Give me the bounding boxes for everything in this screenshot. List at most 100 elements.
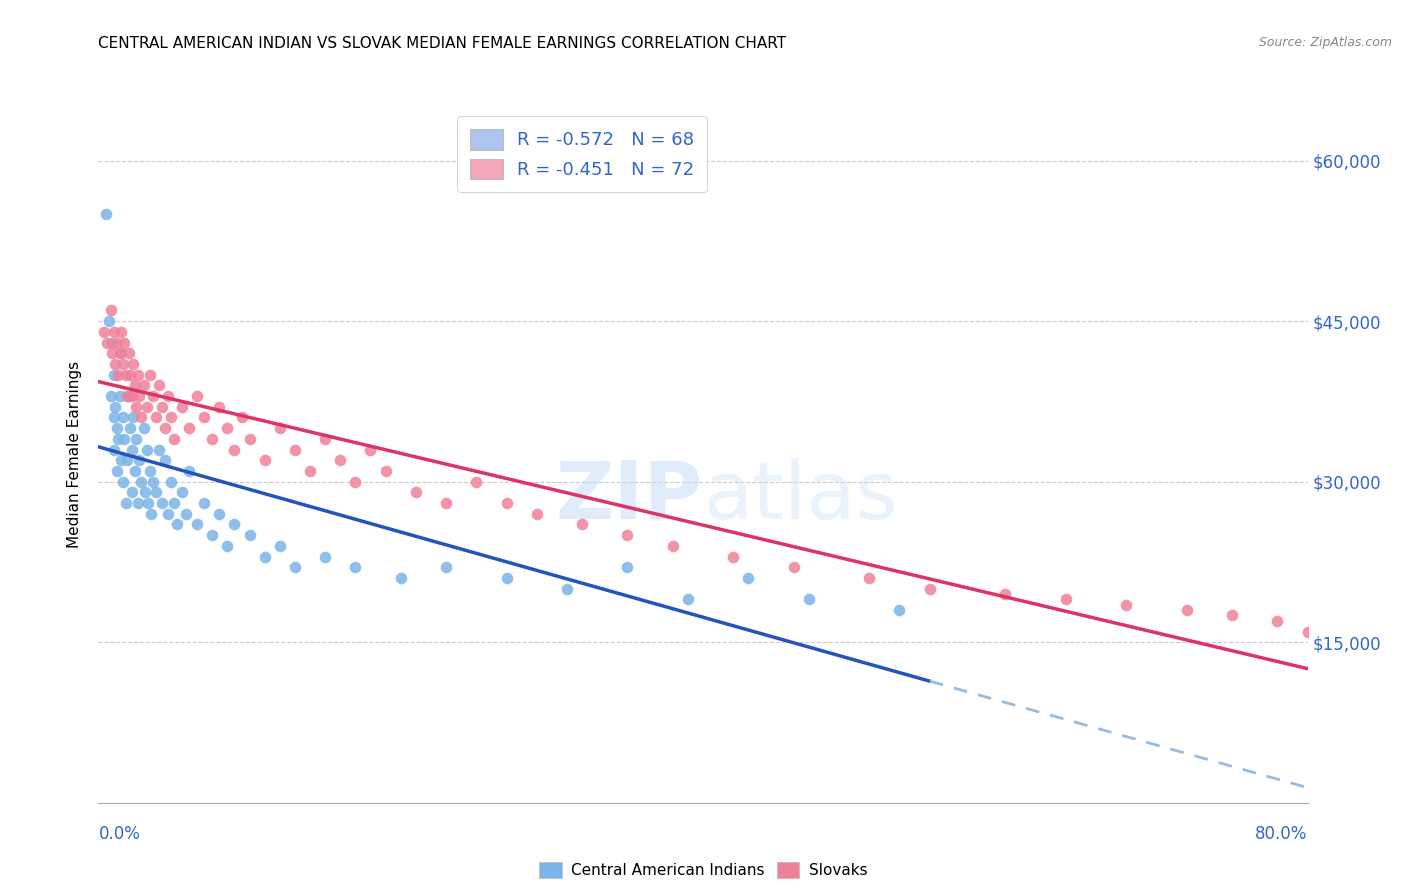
Point — [129, 475, 152, 489]
Point — [115, 389, 138, 403]
Point — [101, 346, 124, 360]
Point — [344, 560, 367, 574]
Point — [723, 549, 745, 564]
Point — [495, 496, 517, 510]
Point — [239, 432, 262, 446]
Point — [201, 432, 224, 446]
Point — [104, 400, 127, 414]
Point — [111, 475, 134, 489]
Point — [186, 517, 208, 532]
Point — [142, 475, 165, 489]
Point — [676, 592, 699, 607]
Point — [208, 507, 231, 521]
Point — [121, 485, 143, 500]
Point — [253, 453, 276, 467]
Point — [134, 485, 156, 500]
Legend: Central American Indians, Slovaks: Central American Indians, Slovaks — [531, 855, 875, 886]
Point — [108, 389, 131, 403]
Point — [163, 432, 186, 446]
Point — [124, 464, 146, 478]
Point — [115, 453, 138, 467]
Point — [128, 453, 150, 467]
Point — [125, 432, 148, 446]
Point — [156, 389, 179, 403]
Point — [142, 389, 165, 403]
Point — [148, 442, 170, 457]
Point — [215, 421, 238, 435]
Text: atlas: atlas — [703, 458, 897, 536]
Point — [179, 464, 201, 478]
Point — [103, 325, 125, 339]
Y-axis label: Median Female Earnings: Median Female Earnings — [67, 361, 83, 549]
Point — [150, 400, 173, 414]
Point — [127, 496, 149, 510]
Point — [103, 442, 125, 457]
Point — [121, 442, 143, 457]
Point — [103, 410, 125, 425]
Point — [193, 496, 215, 510]
Point — [616, 528, 638, 542]
Point — [118, 389, 141, 403]
Point — [125, 400, 148, 414]
Point — [107, 432, 129, 446]
Point — [662, 539, 685, 553]
Point — [797, 592, 820, 607]
Point — [136, 496, 159, 510]
Point — [465, 475, 488, 489]
Point — [114, 368, 136, 382]
Point — [215, 539, 238, 553]
Point — [405, 485, 427, 500]
Point — [1296, 624, 1319, 639]
Point — [166, 517, 188, 532]
Text: 80.0%: 80.0% — [1256, 825, 1308, 843]
Point — [314, 432, 336, 446]
Point — [389, 571, 412, 585]
Point — [253, 549, 276, 564]
Point — [174, 507, 197, 521]
Point — [434, 560, 457, 574]
Point — [1115, 598, 1137, 612]
Point — [160, 410, 183, 425]
Point — [120, 368, 142, 382]
Text: 0.0%: 0.0% — [98, 825, 141, 843]
Point — [208, 400, 231, 414]
Point — [495, 571, 517, 585]
Point — [239, 528, 262, 542]
Point — [122, 357, 145, 371]
Point — [110, 346, 132, 360]
Point — [329, 453, 352, 467]
Point — [344, 475, 367, 489]
Point — [132, 421, 155, 435]
Point — [112, 432, 135, 446]
Point — [269, 421, 291, 435]
Point — [360, 442, 382, 457]
Point — [783, 560, 806, 574]
Point — [107, 368, 129, 382]
Point — [571, 517, 593, 532]
Point — [150, 496, 173, 510]
Text: Source: ZipAtlas.com: Source: ZipAtlas.com — [1258, 36, 1392, 49]
Point — [186, 389, 208, 403]
Point — [100, 303, 122, 318]
Point — [105, 464, 128, 478]
Point — [110, 453, 132, 467]
Point — [94, 207, 117, 221]
Point — [555, 582, 578, 596]
Point — [163, 496, 186, 510]
Point — [139, 464, 162, 478]
Point — [1175, 603, 1198, 617]
Point — [201, 528, 224, 542]
Point — [889, 603, 911, 617]
Point — [104, 357, 127, 371]
Point — [526, 507, 548, 521]
Point — [737, 571, 759, 585]
Point — [103, 368, 125, 382]
Point — [1267, 614, 1289, 628]
Point — [616, 560, 638, 574]
Point — [100, 389, 122, 403]
Point — [1054, 592, 1077, 607]
Point — [112, 335, 135, 350]
Point — [105, 335, 128, 350]
Point — [156, 507, 179, 521]
Point — [434, 496, 457, 510]
